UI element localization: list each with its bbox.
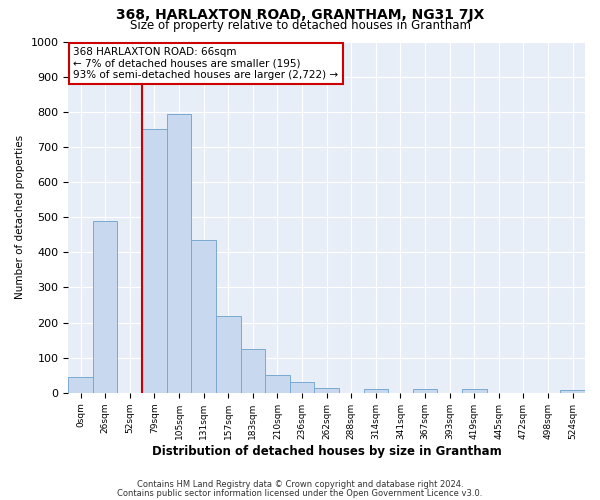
Bar	[93, 220, 118, 393]
Bar	[142, 130, 167, 393]
Text: Contains HM Land Registry data © Crown copyright and database right 2024.: Contains HM Land Registry data © Crown c…	[137, 480, 463, 489]
Bar	[462, 390, 487, 393]
Bar	[560, 390, 585, 393]
X-axis label: Distribution of detached houses by size in Grantham: Distribution of detached houses by size …	[152, 444, 502, 458]
Bar	[167, 114, 191, 393]
Bar	[191, 240, 216, 393]
Bar	[265, 376, 290, 393]
Text: 368, HARLAXTON ROAD, GRANTHAM, NG31 7JX: 368, HARLAXTON ROAD, GRANTHAM, NG31 7JX	[116, 8, 484, 22]
Bar	[364, 390, 388, 393]
Bar	[290, 382, 314, 393]
Y-axis label: Number of detached properties: Number of detached properties	[15, 135, 25, 299]
Bar	[413, 390, 437, 393]
Bar	[68, 378, 93, 393]
Text: Contains public sector information licensed under the Open Government Licence v3: Contains public sector information licen…	[118, 488, 482, 498]
Bar	[314, 388, 339, 393]
Text: Size of property relative to detached houses in Grantham: Size of property relative to detached ho…	[130, 19, 470, 32]
Bar	[241, 349, 265, 393]
Text: 368 HARLAXTON ROAD: 66sqm
← 7% of detached houses are smaller (195)
93% of semi-: 368 HARLAXTON ROAD: 66sqm ← 7% of detach…	[73, 47, 338, 80]
Bar	[216, 316, 241, 393]
